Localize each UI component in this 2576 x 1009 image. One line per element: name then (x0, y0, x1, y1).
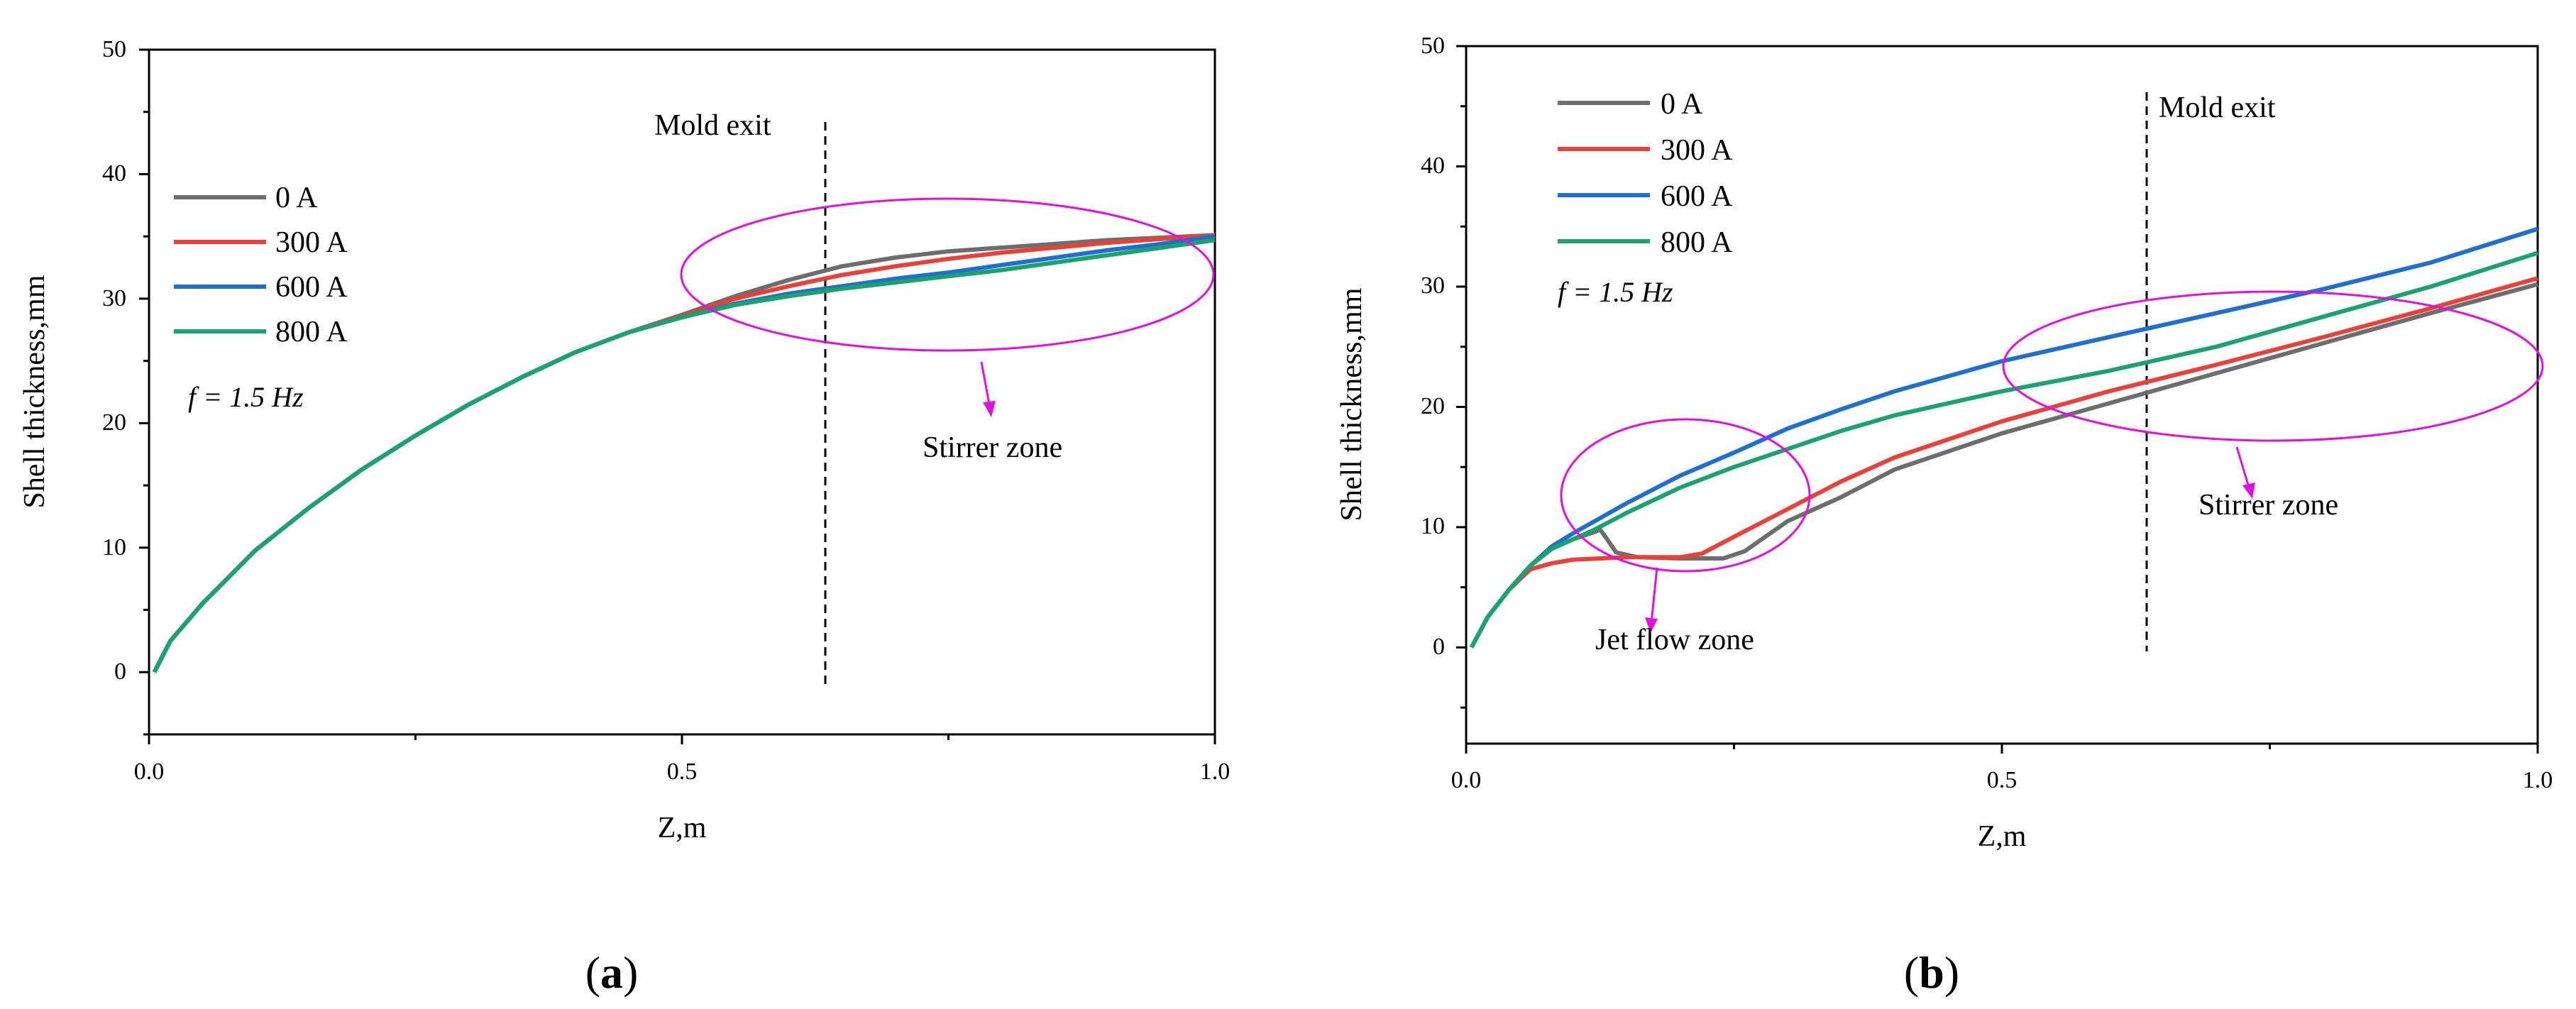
x-axis-label: Z,m (658, 812, 707, 844)
series-group-b (1469, 226, 2538, 649)
legend-label-600A: 600 A (275, 271, 348, 304)
y-axis-ticks-a (139, 48, 149, 736)
plot-area-a (148, 48, 1216, 736)
y-axis-ticks-b (1456, 45, 1466, 709)
stirrer-zone-ellipse (680, 197, 1215, 352)
y-tick-label: 0 (114, 658, 126, 685)
y-tick-label: 30 (1421, 272, 1445, 299)
series-group-a (152, 233, 1216, 673)
legend-label-800A: 800 A (275, 316, 348, 348)
y-tick-label: 20 (1421, 393, 1445, 419)
jet-flow-zone-arrow (1650, 567, 1658, 624)
y-tick-label: 10 (102, 534, 126, 561)
y-tick-label: 40 (102, 160, 126, 187)
stirrer-zone-arrow (2235, 446, 2251, 490)
y-tick-label: 30 (102, 285, 126, 311)
frequency-label: f = 1.5 Hz (188, 381, 304, 413)
legend-a: 0 A 300 A 600 A 800 A (174, 182, 348, 348)
y-axis-label: Shell thickness,mm (18, 275, 51, 508)
y-axis-label: Shell thickness,mm (1336, 287, 1368, 521)
legend-label-600A: 600 A (1661, 180, 1733, 213)
chart-panel-b: 0 10 20 30 40 50 0.0 0.5 1.0 Z,m Shell t… (1336, 33, 2553, 998)
series-line-800A (1469, 250, 2538, 649)
mold-exit-label: Mold exit (2159, 92, 2276, 124)
y-tick-label: 20 (102, 409, 126, 436)
y-tick-label: 50 (102, 36, 126, 62)
panel-label-a: (a) (585, 947, 639, 998)
legend-label-0A: 0 A (275, 182, 318, 214)
x-tick-label: 0.5 (667, 759, 698, 785)
legend-label-300A: 300 A (275, 226, 348, 259)
series-line-300A (1469, 276, 2538, 649)
x-axis-label: Z,m (1978, 820, 2027, 853)
jet-flow-zone-label: Jet flow zone (1595, 624, 1754, 656)
legend-label-800A: 800 A (1661, 226, 1733, 259)
legend-label-0A: 0 A (1661, 88, 1703, 121)
stirrer-zone-arrowhead (983, 401, 996, 417)
stirrer-zone-label: Stirrer zone (923, 431, 1062, 464)
x-axis-ticks-a (148, 734, 1216, 744)
legend-label-300A: 300 A (1661, 134, 1733, 167)
mold-exit-label: Mold exit (654, 109, 771, 142)
x-axis-ticks-b (1465, 744, 2539, 754)
frequency-label: f = 1.5 Hz (1558, 276, 1673, 308)
chart-panel-a: 0 10 20 30 40 50 0.0 0.5 1.0 Z,m Shell t… (18, 36, 1230, 998)
panel-label-b: (b) (1904, 947, 1959, 998)
stirrer-zone-label: Stirrer zone (2198, 489, 2338, 522)
y-tick-label: 10 (1421, 513, 1445, 539)
y-tick-label: 0 (1433, 634, 1445, 660)
plot-area-b (1465, 45, 2539, 745)
x-tick-label: 0.5 (1987, 767, 2018, 793)
stirrer-zone-arrowhead (2242, 483, 2255, 499)
jet-flow-zone-ellipse (1560, 418, 1811, 573)
stirrer-zone-arrow (980, 361, 991, 409)
x-tick-label: 1.0 (1200, 759, 1231, 785)
series-line-800A (152, 238, 1216, 673)
x-tick-label: 0.0 (134, 759, 165, 785)
jet-flow-zone-arrowhead (1645, 617, 1658, 633)
x-tick-label: 0.0 (1451, 767, 1482, 793)
y-tick-label: 40 (1421, 153, 1445, 179)
stirrer-zone-ellipse (2002, 290, 2544, 442)
y-tick-label: 50 (1421, 33, 1445, 59)
x-tick-label: 1.0 (2523, 767, 2553, 793)
legend-b: 0 A 300 A 600 A 800 A (1558, 88, 1733, 259)
